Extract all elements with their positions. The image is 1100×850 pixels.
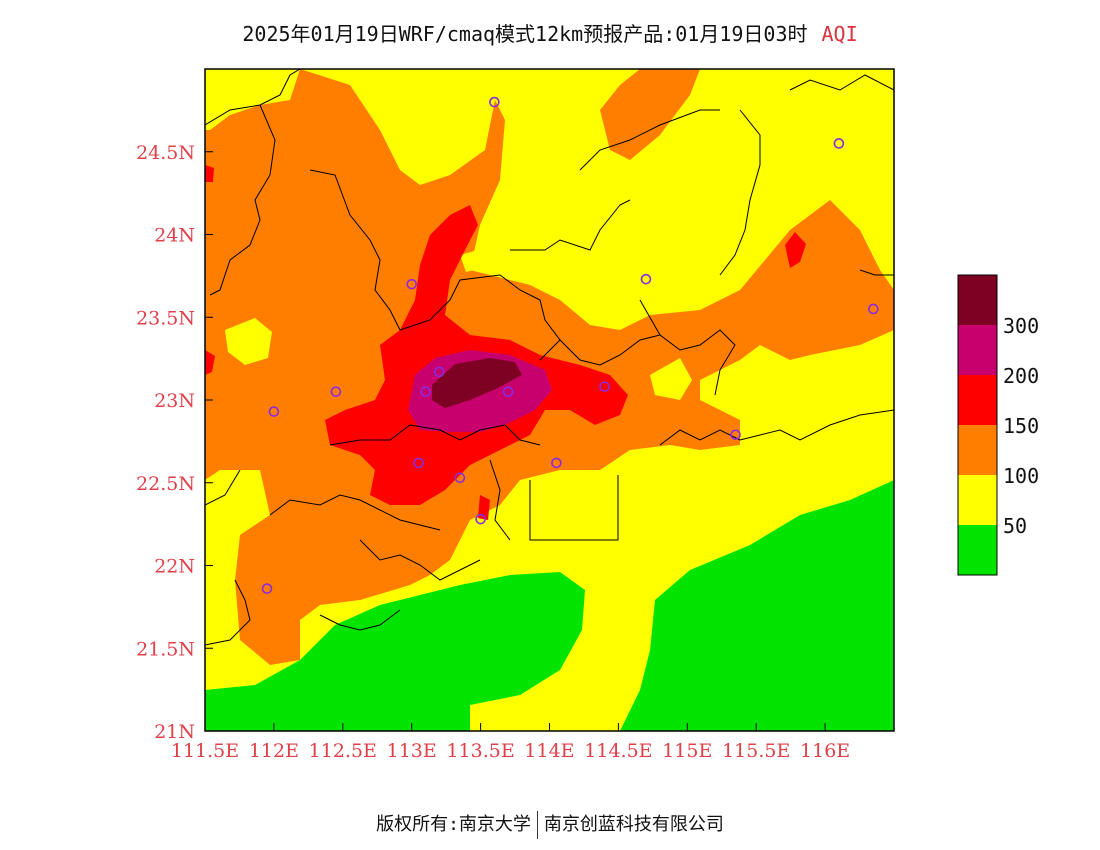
station-markers bbox=[261, 96, 879, 594]
legend-swatch-green bbox=[958, 525, 997, 575]
aqi-zone-50-100-hole-1 bbox=[205, 69, 300, 130]
title-text: 2025年01月19日WRF/cmaq模式12km预报产品:01月19日03时 bbox=[242, 22, 808, 46]
y-tick-label: 23.5N bbox=[136, 307, 195, 329]
station-marker bbox=[551, 457, 562, 469]
legend-swatch-yellow bbox=[958, 475, 997, 525]
copyright-right: 南京创蓝科技有限公司 bbox=[543, 814, 724, 835]
station-marker bbox=[406, 278, 418, 290]
x-axis: 111.5E 112E 112.5E 113E 113.5E 114E 114.5E 115E… bbox=[171, 723, 850, 762]
y-tick-label: 24.5N bbox=[136, 142, 195, 164]
station-marker bbox=[502, 386, 514, 398]
x-tick-label: 112.5E bbox=[309, 740, 377, 762]
aqi-zone-150-200-spot-3 bbox=[205, 165, 214, 182]
legend-label: 300 bbox=[1003, 314, 1039, 338]
x-tick-label: 112E bbox=[249, 740, 299, 762]
legend-frame bbox=[957, 274, 998, 576]
aqi-zone-50-100-hole-4 bbox=[460, 250, 482, 272]
station-marker bbox=[868, 303, 879, 315]
y-tick-label: 23N bbox=[154, 390, 195, 412]
legend-swatch-purple bbox=[958, 325, 997, 375]
aqi-zone-100-150-ne bbox=[600, 69, 700, 160]
province-boundaries bbox=[205, 69, 894, 646]
station-marker bbox=[599, 381, 610, 393]
legend-swatch-red bbox=[958, 375, 997, 425]
x-tick-label: 115.5E bbox=[722, 740, 790, 762]
station-marker bbox=[420, 386, 431, 398]
station-marker bbox=[268, 406, 280, 417]
pollutant-label: AQI bbox=[821, 22, 858, 46]
x-tick-label: 113E bbox=[387, 740, 437, 762]
station-marker bbox=[261, 583, 273, 594]
y-axis: 21N 21.5N 22N 22.5N 23N 23.5N 24N 24.5N bbox=[136, 142, 213, 743]
x-tick-label: 113.5E bbox=[446, 740, 514, 762]
aqi-zone-150-200-spot-2 bbox=[478, 495, 490, 520]
aqi-zone-0-50-sw bbox=[205, 572, 585, 731]
legend-label: 150 bbox=[1003, 414, 1039, 438]
station-marker bbox=[413, 457, 424, 469]
y-tick-label: 21N bbox=[154, 721, 195, 743]
station-marker bbox=[489, 96, 500, 108]
station-marker bbox=[433, 366, 445, 378]
station-marker bbox=[730, 429, 741, 441]
y-tick-label: 22N bbox=[154, 556, 195, 578]
aqi-legend: 300 200 150 100 50 bbox=[957, 274, 1039, 576]
legend-swatch-maroon bbox=[958, 275, 997, 325]
x-tick-label: 114.5E bbox=[584, 740, 652, 762]
legend-label: 50 bbox=[1003, 514, 1027, 538]
station-marker bbox=[475, 513, 486, 525]
map-title: 2025年01月19日WRF/cmaq模式12km预报产品:01月19日03时 A… bbox=[0, 18, 1100, 47]
aqi-zone-300-plus bbox=[432, 358, 522, 408]
y-tick-label: 24N bbox=[154, 225, 195, 247]
copyright-footer: 版权所有:南京大学 南京创蓝科技有限公司 bbox=[0, 810, 1100, 839]
x-tick-label: 115E bbox=[662, 740, 712, 762]
footer-separator bbox=[536, 811, 538, 839]
aqi-zone-50-100-hole-5 bbox=[360, 80, 420, 130]
aqi-zone-150-200-spot-4 bbox=[205, 350, 215, 375]
aqi-zone-50-100-hole-3 bbox=[650, 358, 692, 400]
aqi-zone-50-100-hole-2 bbox=[225, 318, 272, 365]
station-marker bbox=[454, 472, 466, 484]
legend-swatch-orange bbox=[958, 425, 997, 475]
x-tick-label: 111.5E bbox=[171, 740, 239, 762]
legend-label: 100 bbox=[1003, 464, 1039, 488]
copyright-left: 版权所有:南京大学 bbox=[376, 814, 531, 835]
y-tick-label: 22.5N bbox=[136, 473, 195, 495]
aqi-zone-0-50-se bbox=[620, 480, 894, 731]
station-marker bbox=[833, 138, 845, 149]
x-tick-label: 116E bbox=[800, 740, 850, 762]
aqi-zone-150-200-spot-1 bbox=[785, 232, 806, 268]
y-tick-label: 21.5N bbox=[136, 638, 195, 660]
station-marker bbox=[640, 273, 652, 285]
x-tick-label: 114E bbox=[524, 740, 574, 762]
aqi-field bbox=[205, 69, 894, 731]
legend-label: 200 bbox=[1003, 364, 1039, 388]
station-marker bbox=[330, 386, 342, 398]
